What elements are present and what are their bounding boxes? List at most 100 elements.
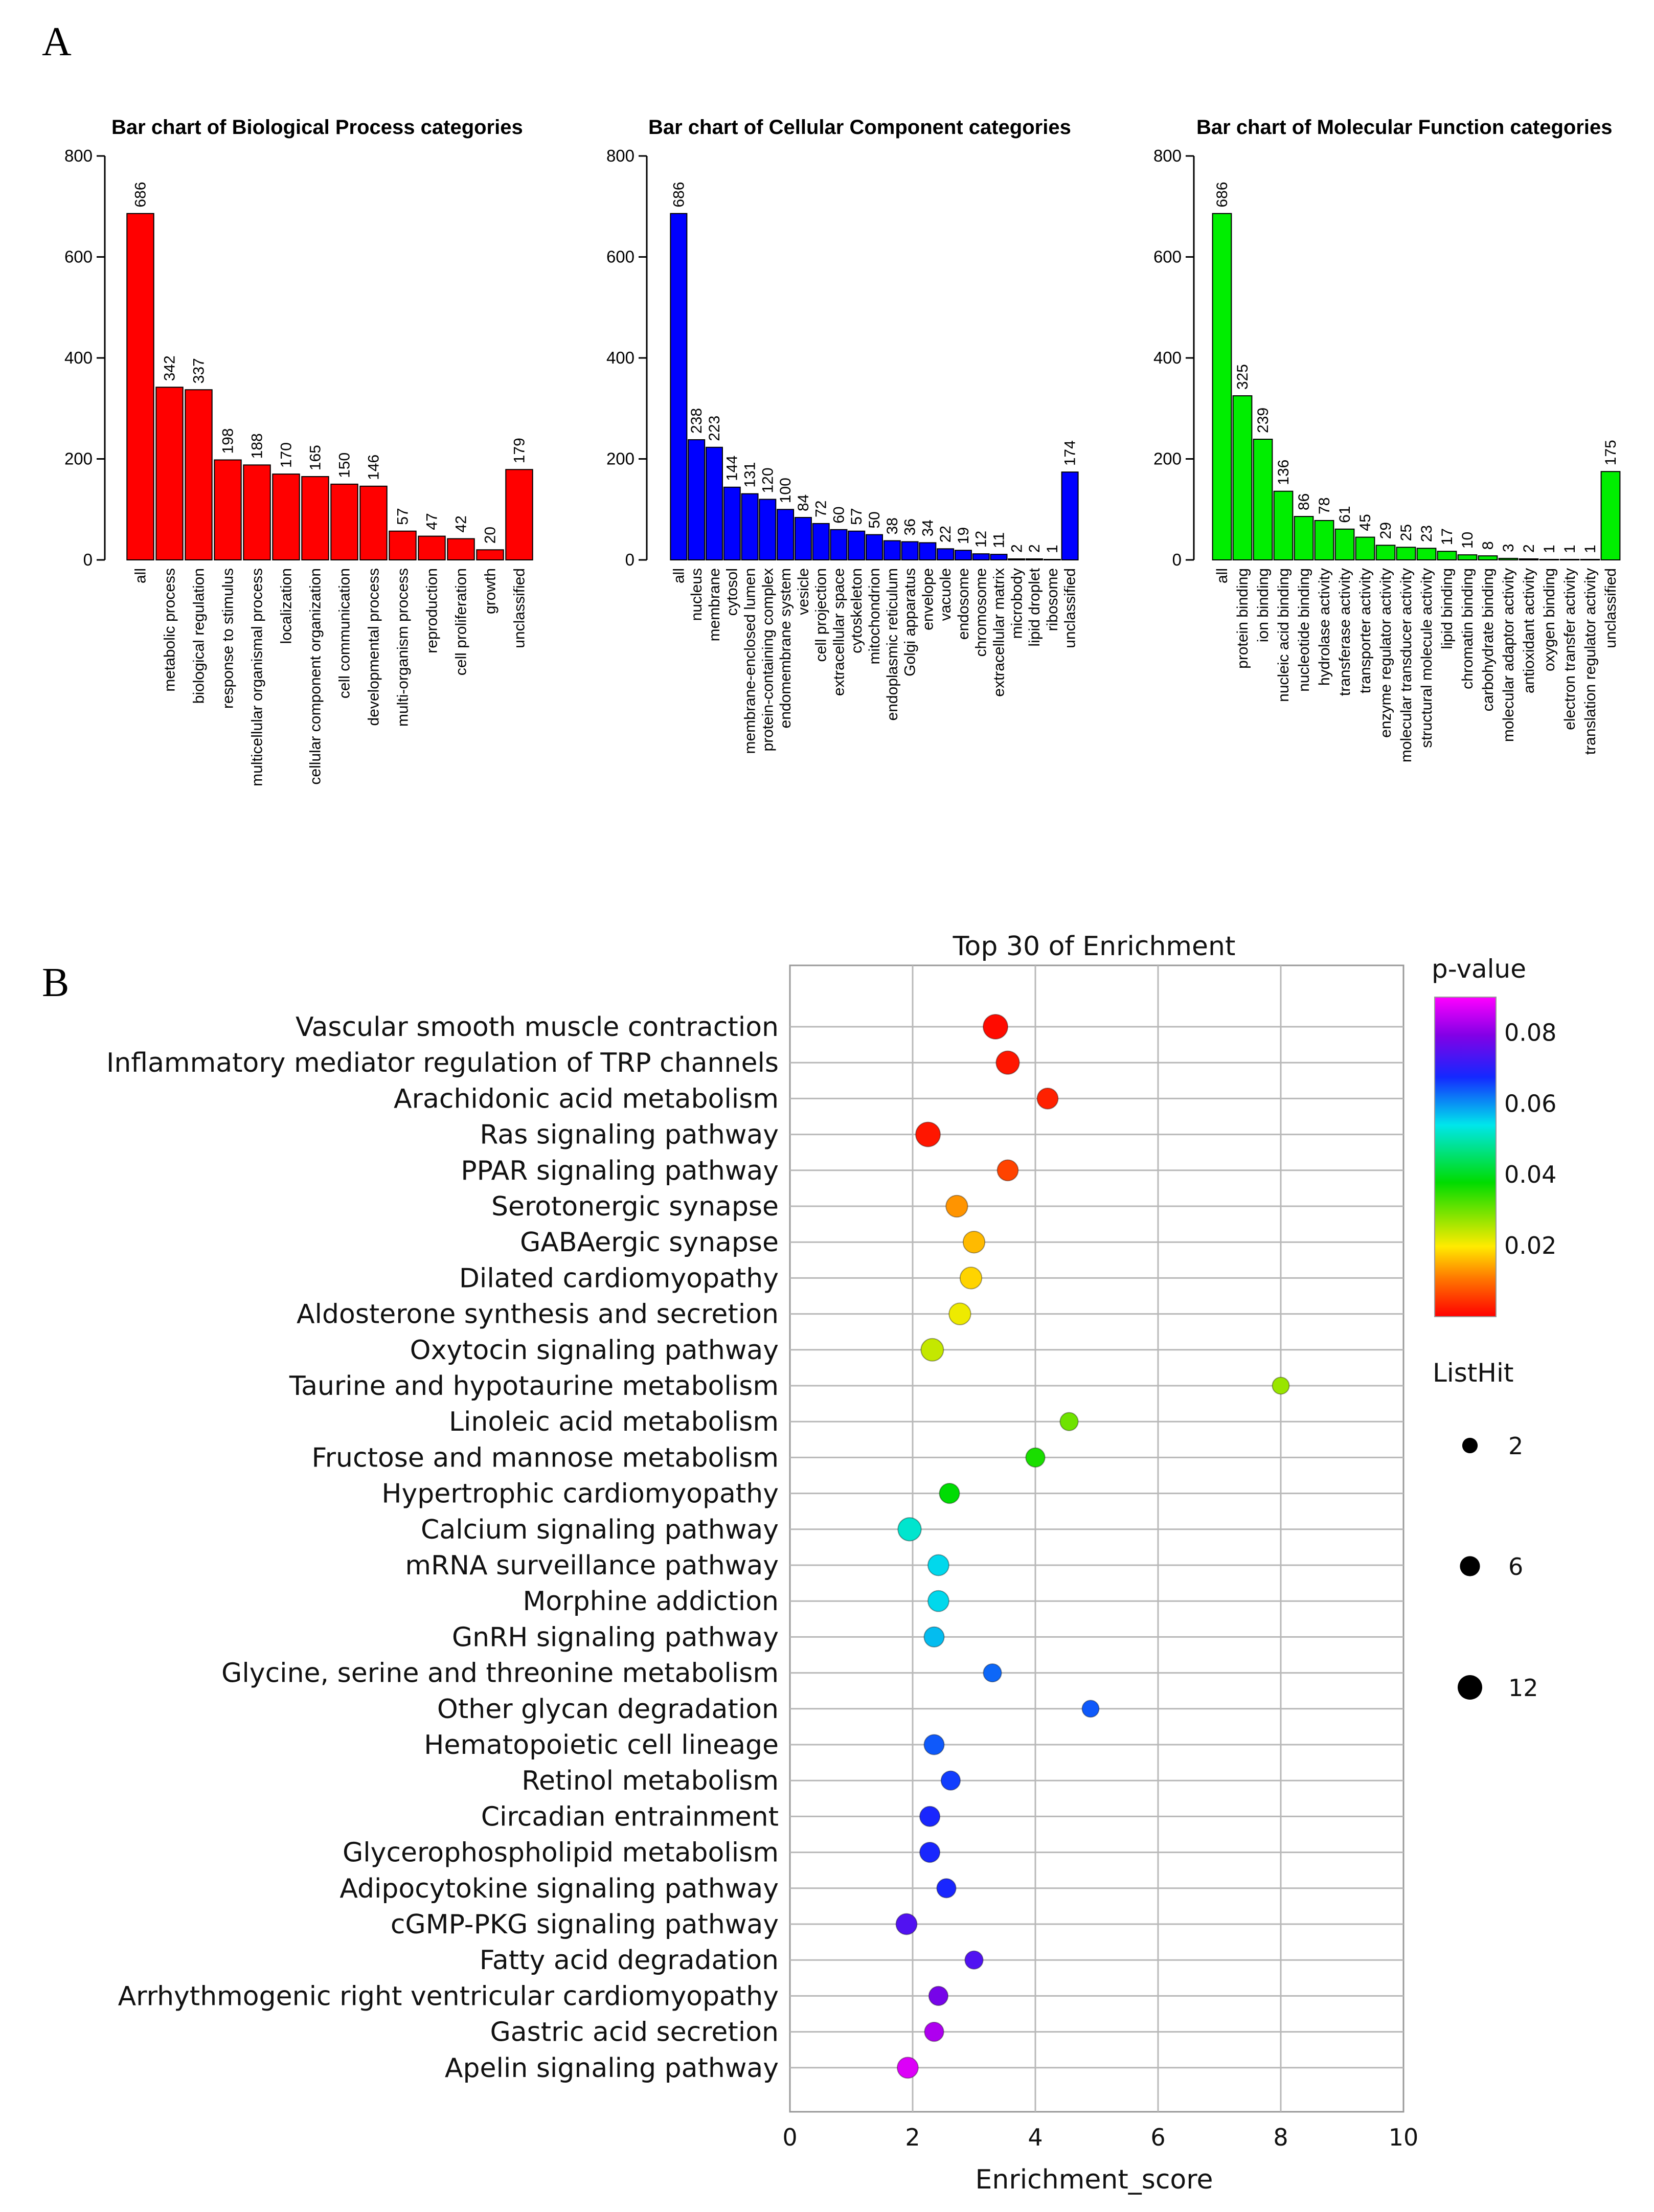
pvalue-legend-title: p-value [1432, 954, 1526, 984]
bar [1416, 548, 1437, 560]
y-tick-label: 400 [1153, 348, 1182, 367]
bar-value-label: 100 [777, 478, 794, 503]
x-category-label: membrane [706, 568, 723, 641]
panel-label-b: B [42, 960, 69, 1005]
enrichment-point [948, 1302, 971, 1325]
x-category-label: vesicle [795, 568, 812, 615]
bar [359, 485, 388, 561]
bar-value-label: 17 [1439, 528, 1456, 545]
x-tick-label: 0 [782, 2124, 797, 2151]
enrichment-point [962, 1230, 986, 1254]
bar [688, 439, 706, 560]
bar-value-label: 223 [706, 416, 723, 441]
y-tick-label: 400 [606, 348, 635, 367]
bar [1334, 528, 1355, 560]
enrichment-point [927, 1554, 949, 1576]
bar-chart-cellular-component: Bar chart of Cellular Component categori… [606, 116, 1079, 754]
bar [741, 493, 759, 561]
bar [155, 387, 184, 561]
bar-value-label: 25 [1398, 524, 1415, 541]
y-tick-label: 600 [1153, 247, 1182, 266]
x-category-label: all [132, 568, 149, 583]
bar [1375, 545, 1396, 561]
x-category-label: ribosome [1044, 568, 1061, 631]
pathway-label: Aldosterone synthesis and secretion [297, 1299, 779, 1330]
enrichment-point [1059, 1412, 1079, 1431]
bar-value-label: 57 [848, 508, 865, 525]
bar [812, 523, 830, 561]
x-category-label: nucleic acid binding [1275, 568, 1292, 702]
bar-value-label: 50 [866, 511, 883, 528]
bar-value-label: 239 [1255, 408, 1272, 433]
bar [1008, 558, 1026, 561]
bar-value-label: 86 [1296, 493, 1312, 510]
x-category-label: envelope [919, 568, 936, 630]
bar-value-label: 1 [1582, 545, 1599, 553]
x-category-label: reproduction [424, 568, 441, 653]
bar [476, 549, 504, 560]
enrichment-point [995, 1050, 1020, 1075]
pathway-label: PPAR signaling pathway [461, 1156, 779, 1186]
enrichment-point [983, 1014, 1008, 1040]
pathway-label: Arrhythmogenic right ventricular cardiom… [118, 1981, 779, 2012]
enrichment-point [945, 1194, 968, 1218]
bar-chart-biological-process: Bar chart of Biological Process categori… [64, 116, 533, 786]
x-category-label: antioxidant activity [1521, 568, 1537, 693]
bar [1314, 520, 1334, 560]
bar-value-label: 1 [1561, 545, 1578, 553]
x-category-label: nucleus [688, 568, 705, 621]
x-category-label: extracellular space [830, 568, 847, 696]
enrichment-point [928, 1985, 949, 2006]
x-category-label: unclassified [511, 568, 528, 648]
x-category-label: cell proliferation [453, 568, 470, 675]
bar [1437, 551, 1457, 561]
bar [937, 548, 955, 561]
y-tick-label: 800 [1153, 146, 1182, 165]
bar [505, 469, 533, 560]
x-category-label: growth [482, 568, 499, 614]
pvalue-legend-tick-label: 0.08 [1504, 1019, 1556, 1046]
chart-title: Bar chart of Biological Process categori… [111, 116, 523, 139]
x-category-label: cytoskeleton [848, 568, 865, 653]
x-category-label: vacuole [937, 568, 954, 621]
enrichment-point [919, 1841, 941, 1863]
x-category-label: cell communication [336, 568, 353, 698]
bar [794, 517, 812, 560]
bar-value-label: 22 [937, 526, 954, 543]
pathway-label: Vascular smooth muscle contraction [296, 1012, 779, 1043]
bar-value-label: 146 [366, 455, 382, 480]
bubble-chart-legend: p-value 0.08 0.06 0.04 0.02 ListHit 2 6 12 [1432, 954, 1556, 1702]
bar-value-label: 3 [1500, 544, 1517, 552]
x-category-label: electron transfer activity [1561, 568, 1578, 730]
enrichment-point [996, 1159, 1019, 1182]
x-tick-label: 6 [1150, 2124, 1165, 2151]
pathway-label: Other glycan degradation [437, 1694, 779, 1725]
x-tick-label: 8 [1273, 2124, 1288, 2151]
x-category-label: extracellular matrix [990, 568, 1007, 697]
bar [330, 483, 358, 560]
y-tick-label: 0 [625, 550, 635, 569]
bar-value-label: 188 [249, 433, 266, 459]
bar [1396, 547, 1416, 560]
bar [1600, 471, 1621, 560]
bar [866, 534, 883, 560]
bar [1559, 559, 1580, 560]
x-category-label: multi-organism process [395, 568, 412, 727]
bar-value-label: 78 [1316, 498, 1333, 514]
pathway-label: mRNA surveillance pathway [405, 1550, 779, 1581]
bar-value-label: 120 [759, 467, 776, 493]
bar-value-label: 686 [132, 182, 149, 208]
bar-value-label: 686 [1214, 182, 1231, 208]
enrichment-point [920, 1338, 944, 1362]
x-category-label: lipid droplet [1026, 568, 1043, 646]
bar [1478, 555, 1498, 560]
x-category-label: endomembrane system [777, 568, 794, 728]
bar [447, 538, 475, 561]
enrichment-point [1025, 1447, 1046, 1468]
bar-value-label: 47 [424, 513, 441, 530]
x-category-label: cytosol [724, 568, 741, 616]
bar-value-label: 61 [1336, 506, 1353, 523]
x-category-label: biological regulation [191, 568, 208, 704]
bar-value-label: 29 [1377, 522, 1394, 539]
